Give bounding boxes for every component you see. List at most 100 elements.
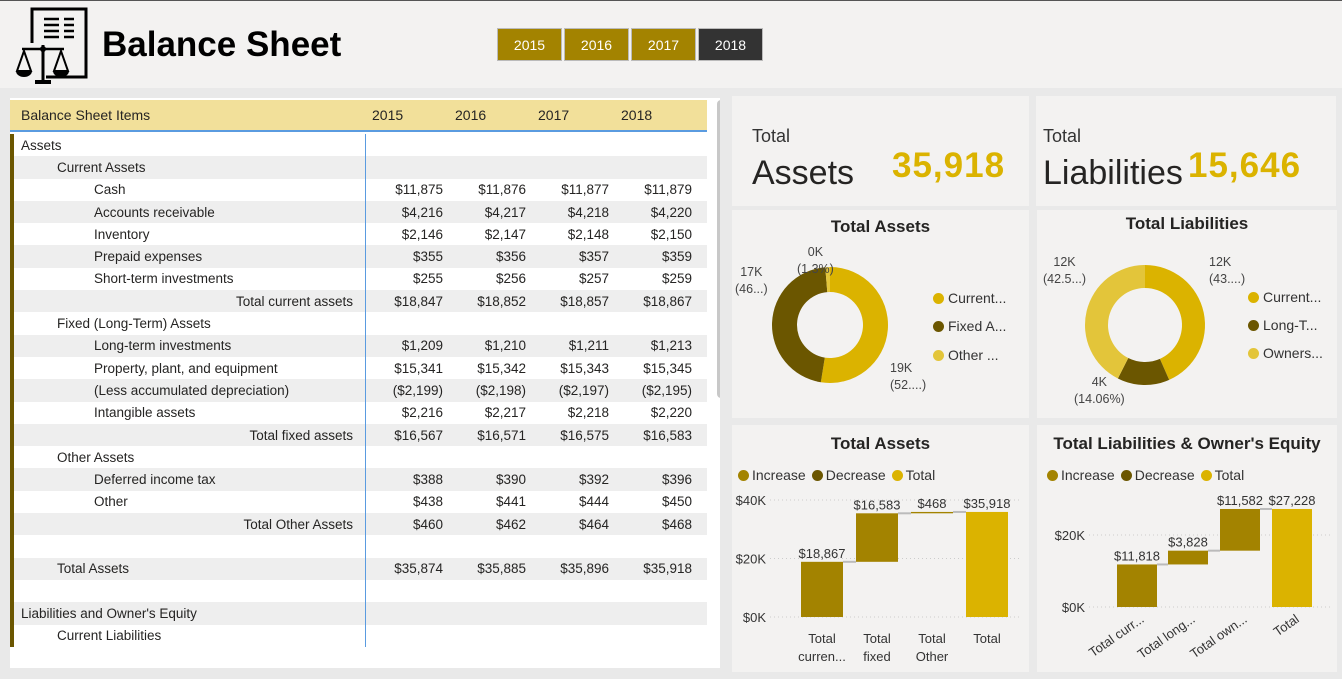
cell-2018: $15,345 — [643, 360, 692, 376]
y-tick-label: $0K — [1062, 600, 1085, 615]
table-row[interactable]: Total current assets $18,847 $18,852 $18,85… — [14, 290, 707, 313]
cell-2017: ($2,197) — [558, 382, 609, 398]
balance-sheet-table: Balance Sheet Items 2015 2016 2017 2018 … — [10, 98, 720, 668]
cell-2015: $438 — [412, 494, 443, 510]
year-button-2018[interactable]: 2018 — [698, 28, 763, 61]
cell-2015: $18,847 — [394, 293, 443, 309]
legend-item[interactable]: Other ... — [933, 347, 999, 363]
table-row[interactable]: Accounts receivable $4,216 $4,217 $4,218 $4,… — [14, 200, 707, 224]
data-label-current: 19K (52....) — [890, 361, 927, 392]
table-row[interactable]: Current Liabilities — [14, 624, 707, 647]
cell-2016: $35,885 — [477, 561, 526, 577]
year-button-2016[interactable]: 2016 — [564, 28, 629, 61]
kpi-total-liabilities: Total Liabilities 15,646 — [1036, 96, 1336, 206]
table-row[interactable] — [14, 579, 707, 603]
donut-slice — [1145, 265, 1205, 380]
cell-2015: ($2,199) — [392, 382, 443, 398]
cell-2018: $18,867 — [643, 293, 692, 309]
table-row[interactable]: Total Assets $35,874 $35,885 $35,896 $35,918 — [14, 557, 707, 580]
cell-2015: $15,341 — [394, 360, 443, 376]
year-button-2015[interactable]: 2015 — [497, 28, 562, 61]
kpi-label: Liabilities — [1043, 154, 1183, 192]
column-header-2015[interactable]: 2015 — [372, 107, 404, 123]
table-row[interactable]: Other $438 $441 $444 $450 — [14, 490, 707, 514]
x-tick-label: Total — [1271, 611, 1302, 639]
table-row[interactable]: Short-term investments $255 $256 $257 $259 — [14, 267, 707, 291]
data-label: $3,828 — [1168, 535, 1208, 550]
data-label-fixed: 17K (46...) — [735, 265, 768, 296]
cell-2017: $257 — [578, 271, 609, 287]
row-label: Other Assets — [14, 446, 366, 469]
table-row[interactable]: Other Assets — [14, 446, 707, 469]
year-button-2017[interactable]: 2017 — [631, 28, 696, 61]
cell-2016: $16,571 — [477, 427, 526, 443]
chart-legend: Increase Decrease Total — [1047, 467, 1244, 483]
chart-title: Total Liabilities — [1125, 214, 1249, 233]
legend-item[interactable]: Current... — [1248, 289, 1321, 305]
table-row[interactable]: Assets — [14, 134, 707, 157]
legend-item[interactable]: Owners... — [1248, 345, 1323, 361]
kpi-label: Total — [752, 126, 791, 146]
table-row[interactable]: Property, plant, and equipment $15,341 $15… — [14, 356, 707, 380]
cell-2018: $468 — [661, 516, 692, 532]
row-label: Short-term investments — [14, 267, 366, 291]
cell-2017: $18,857 — [560, 293, 609, 309]
column-header-2017[interactable]: 2017 — [538, 107, 570, 123]
kpi-label: Assets — [752, 154, 855, 192]
column-header-2018[interactable]: 2018 — [621, 107, 653, 123]
cell-2017: $16,575 — [560, 427, 609, 443]
kpi-value: 15,646 — [1188, 146, 1302, 185]
legend-item[interactable]: Current... — [933, 290, 1006, 306]
row-label: Intangible assets — [14, 401, 366, 424]
cell-2016: $2,217 — [484, 405, 526, 421]
table-row[interactable]: Liabilities and Owner's Equity — [14, 602, 707, 625]
table-row[interactable]: Cash $11,875 $11,876 $11,877 $11,879 — [14, 178, 707, 201]
cell-2017: $4,218 — [567, 204, 609, 220]
waterfall-bar — [856, 513, 898, 562]
cell-2016: $4,217 — [484, 204, 526, 220]
row-label: Fixed (Long-Term) Assets — [14, 312, 366, 335]
table-row[interactable]: Prepaid expenses $355 $356 $357 $359 — [14, 245, 707, 268]
table-row[interactable]: Fixed (Long-Term) Assets — [14, 312, 707, 335]
donut-slice — [825, 267, 830, 293]
waterfall-bar — [966, 511, 1008, 617]
cell-2016: ($2,198) — [475, 382, 526, 398]
row-label — [14, 579, 366, 603]
cell-2018: $4,220 — [650, 204, 692, 220]
table-row[interactable]: Intangible assets $2,216 $2,217 $2,218 $2,22… — [14, 401, 707, 424]
table-row[interactable]: Total fixed assets $16,567 $16,571 $16,575 $… — [14, 423, 707, 447]
x-tick-label: curren... — [798, 649, 846, 664]
donut-slice — [820, 267, 889, 383]
table-row[interactable] — [14, 535, 707, 558]
table-scrollbar[interactable] — [717, 100, 720, 398]
cell-2015: $460 — [412, 516, 443, 532]
row-label: Prepaid expenses — [14, 245, 366, 268]
cell-2015: $11,875 — [395, 182, 443, 198]
balance-sheet-logo-icon — [14, 7, 88, 90]
column-header-items[interactable]: Balance Sheet Items — [21, 107, 151, 123]
legend-item[interactable]: Fixed A... — [933, 318, 1006, 334]
table-row[interactable]: Current Assets — [14, 156, 707, 179]
row-label: (Less accumulated depreciation) — [14, 379, 366, 402]
table-row[interactable]: Deferred income tax $388 $390 $392 $396 — [14, 468, 707, 491]
table-row[interactable]: Inventory $2,146 $2,147 $2,148 $2,150 — [14, 223, 707, 246]
x-tick-label: Other — [916, 649, 949, 664]
chart-title: Total Assets — [830, 217, 931, 236]
cell-2016: $390 — [495, 472, 526, 488]
row-label: Property, plant, and equipment — [14, 356, 366, 380]
table-row[interactable]: Total Other Assets $460 $462 $464 $468 — [14, 513, 707, 536]
cell-2017: $357 — [578, 249, 609, 265]
y-tick-label: $20K — [1055, 528, 1086, 543]
table-row[interactable]: (Less accumulated depreciation) ($2,199) (… — [14, 379, 707, 402]
cell-2017: $2,148 — [567, 226, 609, 242]
waterfall-bar — [1117, 564, 1157, 607]
cell-2018: $11,879 — [644, 182, 692, 198]
cell-2017: $444 — [578, 494, 609, 510]
y-tick-label: $40K — [736, 493, 767, 508]
donut-slice — [1085, 265, 1145, 379]
column-header-2016[interactable]: 2016 — [455, 107, 487, 123]
table-row[interactable]: Long-term investments $1,209 $1,210 $1,211 $… — [14, 334, 707, 357]
cell-2018: $2,220 — [650, 405, 692, 421]
x-tick-label: Total long... — [1135, 611, 1198, 661]
legend-item[interactable]: Long-T... — [1248, 317, 1317, 333]
